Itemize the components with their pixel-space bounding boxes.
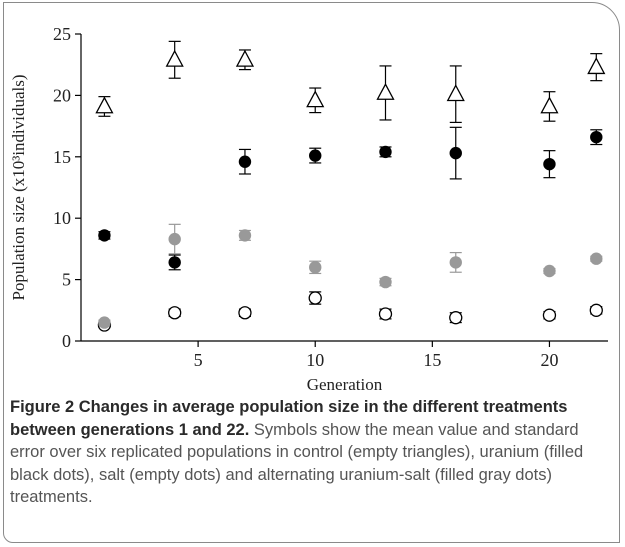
x-tick-label: 5 [194,350,203,370]
x-tick-label: 15 [423,350,441,370]
y-tick-label: 25 [53,24,71,44]
black-dot-marker [98,229,111,242]
chart: 0 5 10 15 20 25 5 10 15 20 Generation Population si… [9,24,608,394]
triangle-marker [95,96,114,114]
y-tick-label: 5 [62,270,71,290]
triangle-marker [587,57,606,75]
black-dot-marker [543,157,556,171]
empty-dot-marker [449,311,463,325]
caption-title: Figure 2 Changes in average population s… [10,398,568,439]
gray-dot-marker [590,252,603,265]
x-tick-label: 10 [306,350,324,370]
black-dot-marker [238,155,252,168]
x-tick-label: 20 [540,350,558,370]
empty-dot-marker [378,307,393,321]
figure-panel [3,2,620,543]
black-dot-marker [449,146,462,160]
gray-dot-marker [379,275,392,289]
caption-text: Symbols show the mean value and standard… [10,420,584,507]
empty-dot-marker [542,308,557,322]
y-tick-label: 15 [53,147,71,167]
figure-caption: Figure 2 Changes in average population s… [10,396,610,509]
triangle-marker [446,84,465,102]
gray-dot-marker [309,261,322,274]
gray-dot-marker [238,229,252,242]
black-dot-marker [379,145,392,159]
y-tick-label: 20 [53,85,71,105]
triangle-marker [235,49,255,67]
empty-dot-marker [238,306,252,320]
black-dot-marker [309,149,322,162]
empty-dot-marker [589,303,603,317]
gray-dot-marker [543,264,556,278]
triangle-marker [376,82,395,100]
triangle-marker [165,49,184,67]
x-axis-title: Generation [307,375,383,394]
black-dot-marker [168,256,181,269]
gray-dot-marker [449,256,462,269]
y-tick-label: 10 [53,208,71,228]
empty-dot-marker [308,291,322,305]
triangle-marker [306,90,325,108]
gray-dot-marker [98,316,111,329]
black-dot-marker [590,130,603,144]
triangle-marker [540,96,559,114]
y-axis-title: Population size (x10³individuals) [9,74,28,300]
gray-dot-marker [168,232,181,246]
y-tick-label: 0 [62,331,71,351]
empty-dot-marker [168,306,182,320]
